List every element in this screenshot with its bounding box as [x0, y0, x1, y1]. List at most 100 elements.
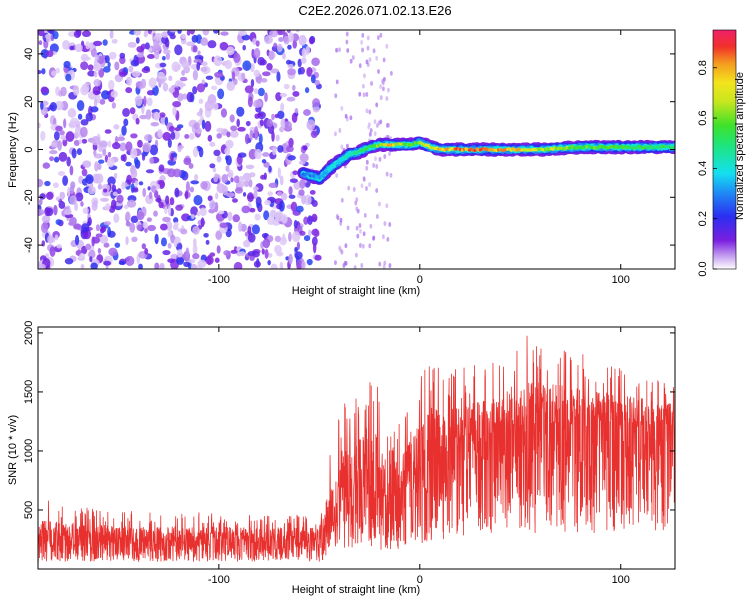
noise-blob: [309, 190, 316, 195]
noise-blob: [107, 140, 112, 148]
noise-blob: [132, 187, 139, 193]
noise-blob: [176, 256, 185, 266]
noise-blob: [268, 50, 275, 61]
noise-blob: [170, 253, 178, 260]
noise-streak: [378, 261, 382, 267]
noise-blob: [87, 186, 96, 195]
noise-blob: [293, 180, 301, 190]
noise-blob: [142, 142, 152, 153]
noise-blob: [129, 107, 136, 115]
noise-blob: [267, 259, 271, 266]
y-tick-label: 500: [23, 501, 35, 519]
noise-blob: [127, 41, 137, 48]
noise-blob: [262, 152, 270, 157]
noise-blob: [134, 156, 139, 165]
noise-blob: [95, 233, 103, 238]
noise-streak: [375, 188, 379, 193]
noise-blob: [238, 221, 243, 232]
noise-blob: [76, 100, 85, 111]
y-tick-label: 2000: [23, 321, 35, 345]
noise-streak: [370, 81, 373, 86]
noise-blob: [148, 77, 157, 89]
noise-blob: [45, 36, 51, 43]
y-tick-label: 20: [23, 96, 35, 108]
noise-blob: [63, 118, 67, 129]
noise-blob: [177, 249, 183, 258]
noise-blob: [89, 42, 95, 51]
noise-blob: [236, 106, 245, 117]
noise-blob: [213, 30, 219, 34]
noise-blob: [295, 30, 300, 33]
noise-blob: [287, 63, 294, 69]
noise-blob: [170, 153, 174, 162]
noise-streak: [363, 212, 367, 218]
noise-blob: [38, 30, 45, 37]
noise-blob: [130, 133, 138, 139]
noise-blob: [306, 258, 313, 266]
noise-blob: [199, 207, 207, 217]
noise-blob: [298, 189, 305, 196]
noise-blob: [147, 186, 151, 191]
noise-blob: [107, 151, 112, 158]
noise-blob: [209, 199, 216, 210]
noise-streak: [365, 108, 369, 114]
noise-blob: [145, 109, 152, 120]
noise-streak: [358, 63, 362, 69]
noise-blob: [304, 87, 310, 94]
noise-blob: [49, 101, 57, 112]
noise-streak: [365, 165, 369, 171]
noise-blob: [260, 78, 268, 83]
noise-blob: [253, 88, 259, 95]
noise-blob: [288, 186, 293, 196]
noise-blob: [99, 234, 109, 244]
noise-blob: [40, 130, 46, 142]
noise-blob: [138, 263, 143, 269]
noise-blob: [151, 185, 157, 193]
x-tick-label: -100: [208, 274, 230, 286]
noise-blob: [158, 164, 165, 173]
noise-blob: [38, 208, 45, 216]
noise-blob: [97, 183, 103, 190]
noise-blob: [277, 145, 284, 153]
noise-blob: [286, 96, 296, 102]
noise-blob: [276, 251, 284, 257]
noise-blob: [49, 43, 59, 54]
noise-blob: [244, 133, 250, 145]
noise-blob: [147, 224, 157, 232]
noise-blob: [75, 192, 84, 202]
noise-blob: [165, 52, 171, 60]
noise-streak: [334, 93, 338, 99]
noise-blob: [263, 210, 270, 221]
noise-blob: [267, 216, 275, 226]
noise-blob: [107, 61, 111, 68]
noise-blob: [121, 181, 126, 190]
noise-blob: [287, 68, 296, 76]
noise-blob: [54, 100, 64, 111]
noise-blob: [222, 185, 229, 196]
noise-blob: [126, 174, 132, 185]
noise-streak: [376, 35, 380, 41]
noise-blob: [103, 66, 111, 73]
noise-streak: [368, 109, 372, 115]
noise-blob: [237, 126, 246, 132]
noise-blob: [209, 141, 216, 147]
noise-blob: [146, 53, 155, 60]
noise-blob: [130, 167, 138, 179]
noise-blob: [216, 132, 222, 139]
noise-blob: [290, 201, 298, 212]
noise-blob: [220, 31, 229, 36]
noise-blob: [125, 161, 132, 167]
y-tick-label: -40: [23, 237, 35, 253]
noise-blob: [314, 254, 322, 261]
noise-blob: [71, 148, 77, 159]
noise-streak: [386, 236, 390, 242]
noise-blob: [156, 71, 165, 80]
noise-blob: [253, 69, 261, 78]
noise-streak: [379, 95, 383, 101]
noise-blob: [269, 209, 277, 219]
noise-blob: [181, 93, 188, 100]
noise-blob: [178, 145, 184, 150]
noise-blob: [253, 189, 258, 200]
snr-x-axis-label: Height of straight line (km): [292, 584, 420, 596]
noise-streak: [361, 243, 365, 249]
